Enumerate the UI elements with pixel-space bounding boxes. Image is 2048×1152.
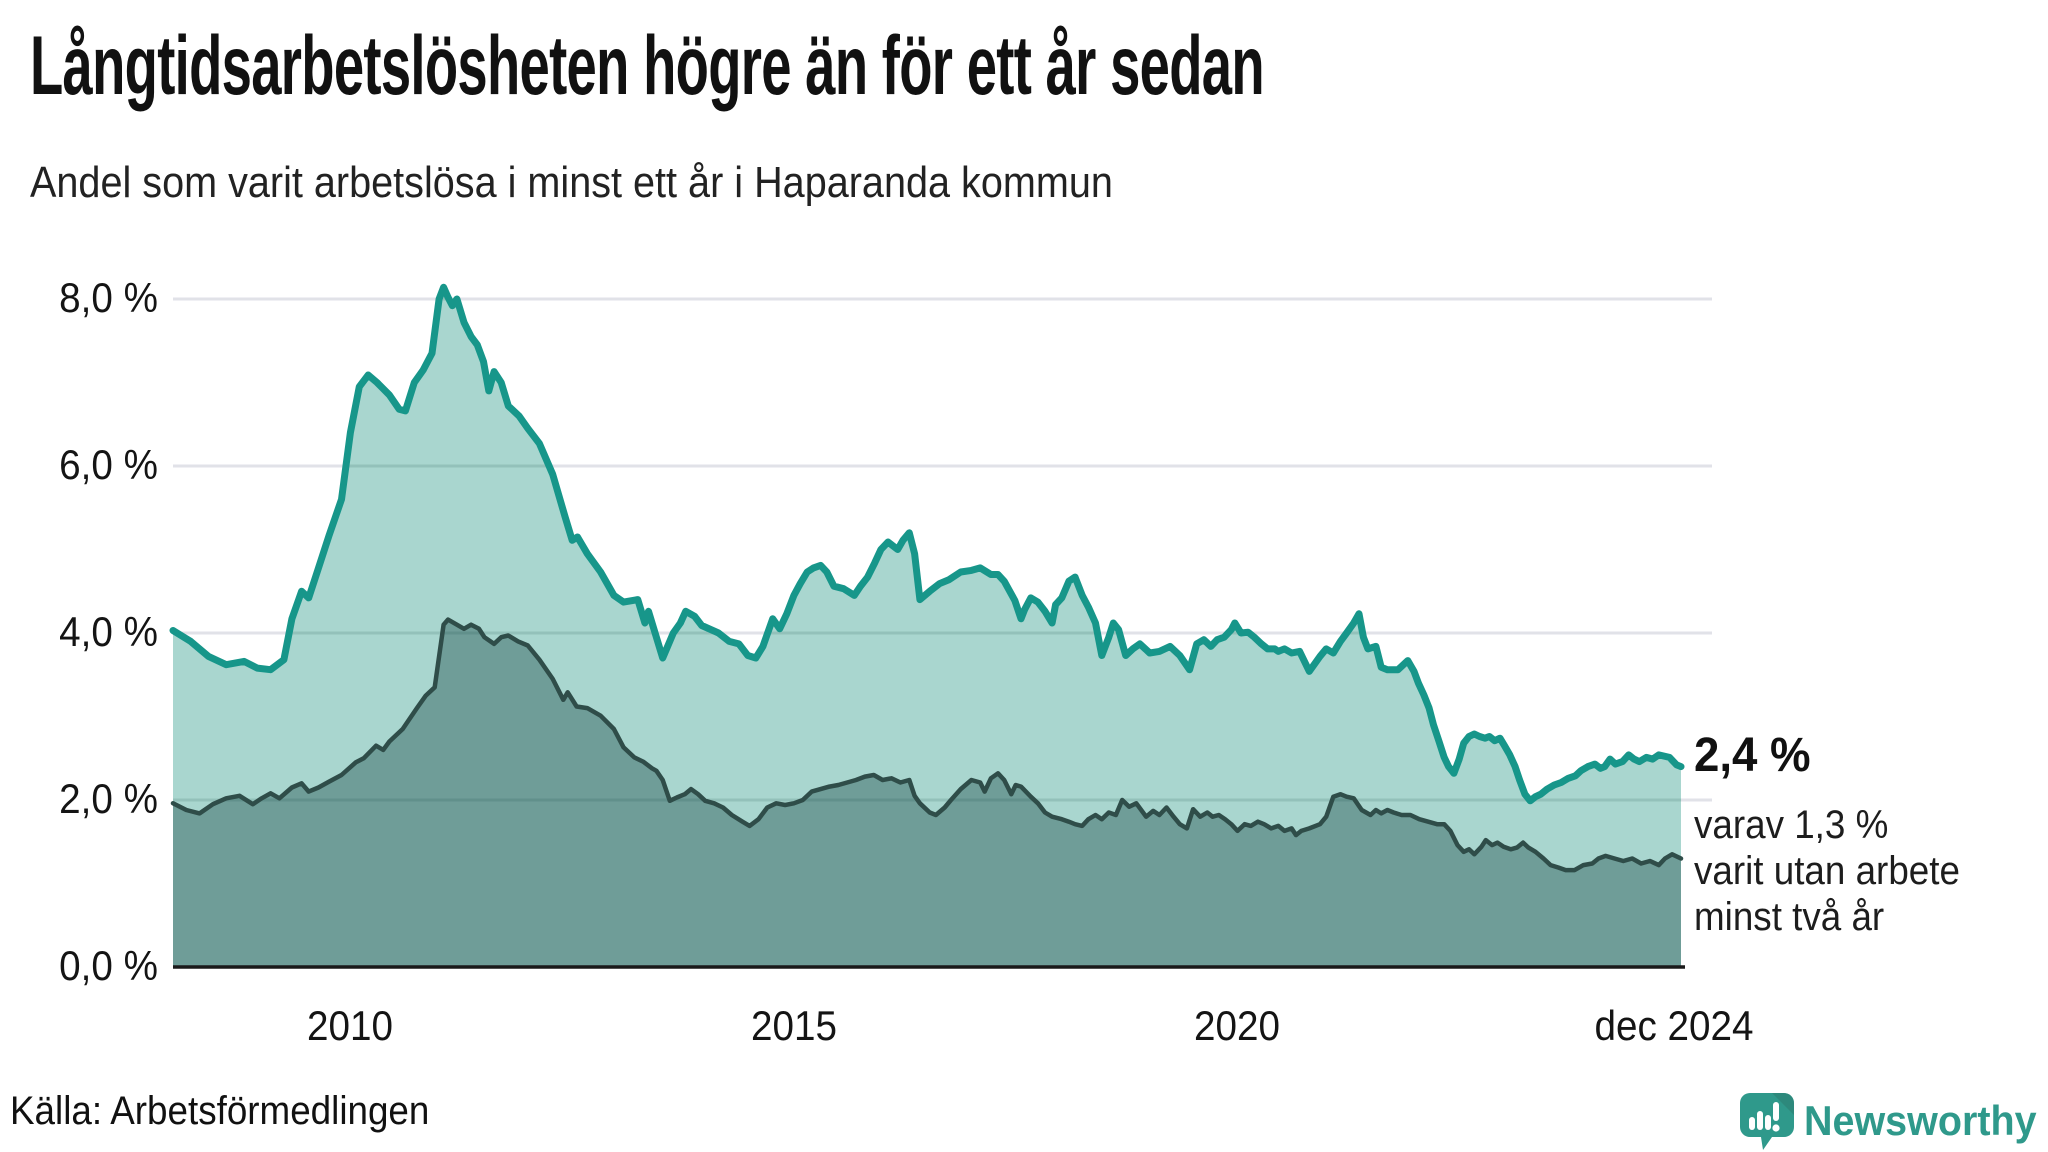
area-unemployed-two-years <box>173 619 1681 967</box>
y-axis-tick-label: 2,0 % <box>59 775 159 822</box>
x-axis-tick-label: 2010 <box>307 1002 394 1049</box>
x-axis-tick-label: dec 2024 <box>1594 1002 1754 1049</box>
y-axis-tick-label: 6,0 % <box>59 441 159 488</box>
end-value-annotation: varav 1,3 % varit utan arbete minst två … <box>1694 802 1960 940</box>
end-value-label: 2,4 % <box>1694 729 1811 782</box>
annotation-line-1: varav 1,3 % <box>1694 803 1889 847</box>
newsworthy-logo-icon <box>1740 1093 1794 1150</box>
y-axis-tick-label: 0,0 % <box>59 942 159 989</box>
annotation-line-2: varit utan arbete <box>1694 849 1960 893</box>
x-axis-tick-label: 2015 <box>750 1002 837 1049</box>
newsworthy-brand-text: Newsworthy <box>1804 1097 2037 1144</box>
line-unemployed-one-year <box>169 283 1685 805</box>
y-axis-tick-label: 8,0 % <box>59 274 159 321</box>
x-axis-tick-label: 2020 <box>1194 1002 1281 1049</box>
source-caption: Källa: Arbetsförmedlingen <box>10 1089 430 1133</box>
page-title: Långtidsarbetslösheten högre än för ett … <box>30 19 1265 112</box>
annotation-line-3: minst två år <box>1694 895 1885 939</box>
chart-subtitle: Andel som varit arbetslösa i minst ett å… <box>30 158 1113 207</box>
line-unemployed-two-years <box>170 617 1684 873</box>
y-axis-tick-label: 4,0 % <box>59 608 159 655</box>
